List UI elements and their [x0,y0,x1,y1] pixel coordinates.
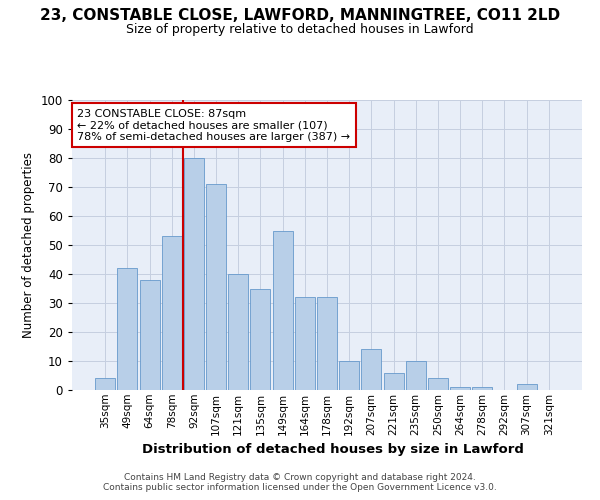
Text: Size of property relative to detached houses in Lawford: Size of property relative to detached ho… [126,22,474,36]
Bar [118,268,137,390]
Bar [228,274,248,390]
Text: 23, CONSTABLE CLOSE, LAWFORD, MANNINGTREE, CO11 2LD: 23, CONSTABLE CLOSE, LAWFORD, MANNINGTRE… [40,8,560,22]
Bar [295,297,315,390]
Bar [250,288,271,390]
Bar [206,184,226,390]
Bar [162,236,182,390]
Bar [339,361,359,390]
Text: Contains HM Land Registry data © Crown copyright and database right 2024.: Contains HM Land Registry data © Crown c… [124,472,476,482]
Bar [450,387,470,390]
Bar [272,230,293,390]
Text: Contains public sector information licensed under the Open Government Licence v3: Contains public sector information licen… [103,482,497,492]
Bar [140,280,160,390]
Bar [383,372,404,390]
Y-axis label: Number of detached properties: Number of detached properties [22,152,35,338]
Text: 23 CONSTABLE CLOSE: 87sqm
← 22% of detached houses are smaller (107)
78% of semi: 23 CONSTABLE CLOSE: 87sqm ← 22% of detac… [77,108,350,142]
Bar [361,350,382,390]
Bar [428,378,448,390]
Bar [317,297,337,390]
Bar [184,158,204,390]
Bar [472,387,492,390]
Text: Distribution of detached houses by size in Lawford: Distribution of detached houses by size … [142,442,524,456]
Bar [517,384,536,390]
Bar [406,361,426,390]
Bar [95,378,115,390]
